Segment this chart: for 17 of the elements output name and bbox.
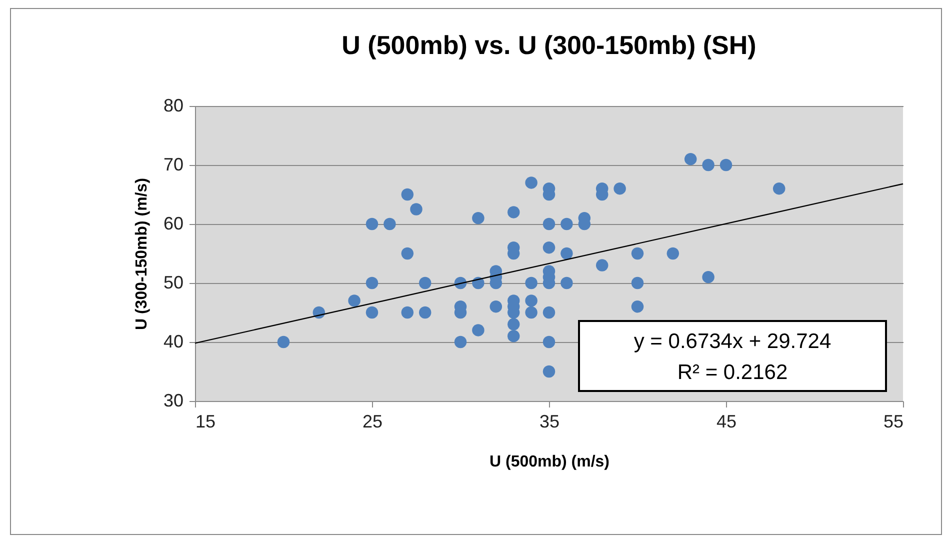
chart-title: U (500mb) vs. U (300-150mb) (SH) [342,30,756,60]
y-tick-label: 30 [163,390,184,410]
x-tick-label: 15 [196,412,216,432]
x-tick-label: 25 [362,412,383,432]
y-tick-label: 60 [163,214,184,234]
y-tick-label: 70 [163,154,184,174]
y-tick-label: 40 [163,332,184,352]
x-axis-title: U (500mb) (m/s) [489,454,610,470]
annotation: R² = 0.2162 [676,360,789,386]
x-tick-label: 45 [716,412,737,432]
y-tick-label: 50 [163,272,184,292]
y-tick-label: 80 [163,96,184,116]
x-tick-label: 55 [883,412,904,432]
annotation: y = 0.6734x + 29.724 [632,329,832,355]
equation-box: y = 0.6734x + 29.724 R² = 0.2162 [578,320,887,392]
x-tick-label: 35 [539,412,560,432]
y-axis-title: U (300-150mb) (m/s) [133,178,150,330]
